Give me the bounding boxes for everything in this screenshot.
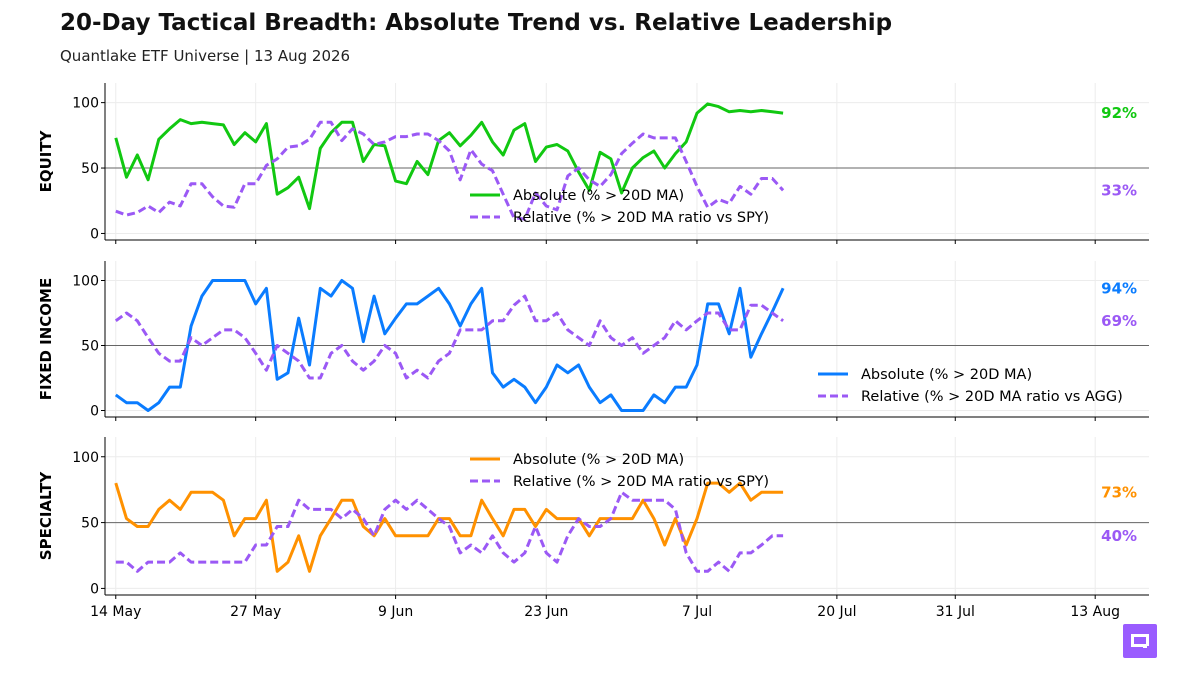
quantlake-logo-icon xyxy=(1123,624,1157,658)
absolute-series-line xyxy=(114,481,784,573)
y-tick-label: 100 xyxy=(72,96,99,112)
y-tick-label: 100 xyxy=(72,274,99,290)
y-tick-label: 50 xyxy=(81,516,99,532)
x-tick-label: 27 May xyxy=(230,604,281,620)
y-tick-label: 0 xyxy=(90,404,99,420)
y-axis-label: EQUITY xyxy=(37,129,55,192)
chart-title: 20-Day Tactical Breadth: Absolute Trend … xyxy=(60,10,893,36)
end-value-label: 73% xyxy=(1101,483,1137,501)
x-tick-label: 14 May xyxy=(90,604,141,620)
end-value-label: 69% xyxy=(1101,312,1137,330)
y-tick-label: 50 xyxy=(81,161,99,177)
y-tick-label: 0 xyxy=(90,226,99,242)
relative-series-line xyxy=(115,120,785,221)
chart-subtitle: Quantlake ETF Universe | 13 Aug 2026 xyxy=(60,47,351,65)
legend-label: Absolute (% > 20D MA) xyxy=(513,452,684,468)
y-axis-label: FIXED INCOME xyxy=(37,278,55,400)
relative-series-line xyxy=(115,490,784,573)
relative-series-line xyxy=(114,294,784,380)
x-tick-label: 7 Jul xyxy=(682,604,712,620)
legend-label: Relative (% > 20D MA ratio vs SPY) xyxy=(513,210,769,226)
end-value-label: 94% xyxy=(1101,279,1137,297)
y-axis-label: SPECIALTY xyxy=(37,471,55,561)
legend-label: Absolute (% > 20D MA) xyxy=(861,367,1032,383)
legend-label: Absolute (% > 20D MA) xyxy=(513,188,684,204)
absolute-series-line xyxy=(114,279,785,412)
legend-label: Relative (% > 20D MA ratio vs SPY) xyxy=(513,474,769,490)
y-tick-label: 0 xyxy=(90,581,99,597)
x-tick-label: 23 Jun xyxy=(524,604,568,620)
y-tick-label: 100 xyxy=(72,450,99,466)
end-value-label: 92% xyxy=(1101,104,1137,122)
absolute-series-line xyxy=(114,102,784,211)
y-tick-label: 50 xyxy=(81,339,99,355)
legend-label: Relative (% > 20D MA ratio vs AGG) xyxy=(861,389,1123,405)
logo-glyph-icon xyxy=(1131,634,1149,648)
end-value-label: 33% xyxy=(1101,181,1137,199)
end-value-label: 40% xyxy=(1101,527,1137,545)
x-tick-label: 20 Jul xyxy=(817,604,856,620)
x-tick-label: 31 Jul xyxy=(936,604,975,620)
x-tick-label: 13 Aug xyxy=(1070,604,1120,620)
x-tick-label: 9 Jun xyxy=(378,604,413,620)
